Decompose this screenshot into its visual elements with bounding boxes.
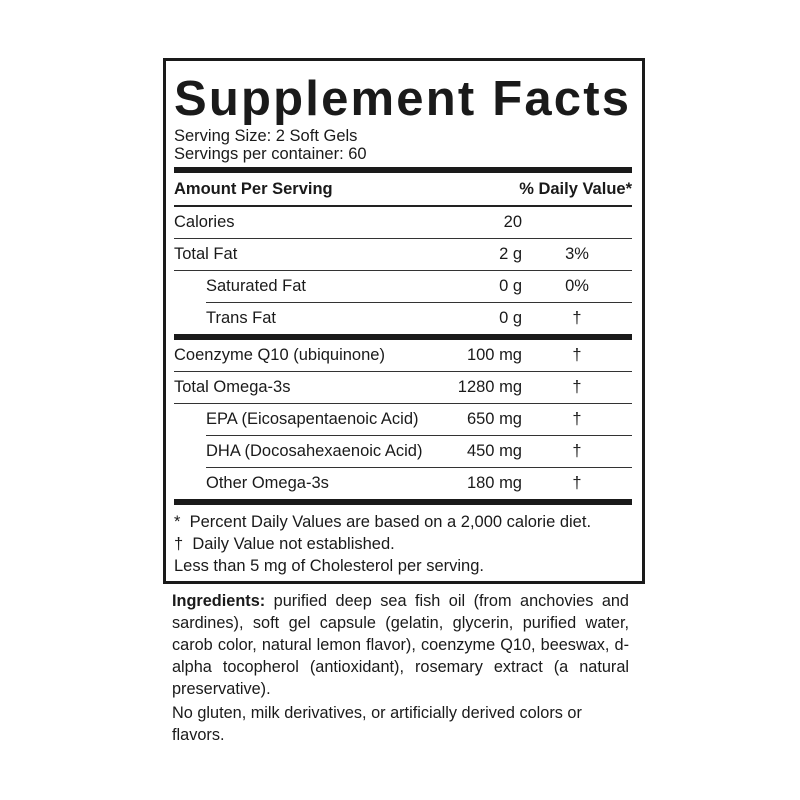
nutrient-amount: 450 mg bbox=[466, 442, 522, 460]
nutrient-name: Saturated Fat bbox=[206, 277, 306, 295]
nutrient-amount: 180 mg bbox=[466, 474, 522, 492]
allergen-note: No gluten, milk derivatives, or artifici… bbox=[172, 704, 582, 744]
nutrient-dv: † bbox=[572, 442, 582, 460]
nutrient-name: Total Omega-3s bbox=[174, 378, 291, 396]
table-row: Total Omega-3s 1280 mg † bbox=[174, 372, 632, 404]
nutrient-dv: 3% bbox=[565, 245, 589, 263]
panel-title: Supplement Facts bbox=[174, 72, 632, 126]
table-row: DHA (Docosahexaenoic Acid) 450 mg † bbox=[206, 436, 632, 468]
divider-thick bbox=[174, 167, 632, 173]
serving-size: Serving Size: 2 Soft Gels bbox=[174, 127, 358, 145]
dv-header: % Daily Value* bbox=[519, 179, 632, 198]
nutrient-name: Trans Fat bbox=[206, 309, 276, 327]
nutrient-amount: 100 mg bbox=[466, 346, 522, 364]
nutrient-name: Calories bbox=[174, 213, 235, 231]
nutrient-amount: 20 bbox=[503, 213, 522, 231]
nutrient-dv: † bbox=[572, 346, 582, 364]
nutrient-amount: 650 mg bbox=[466, 410, 522, 428]
nutrient-amount: 0 g bbox=[499, 309, 522, 327]
nutrient-dv: † bbox=[572, 410, 582, 428]
nutrient-dv: 0% bbox=[565, 277, 589, 295]
table-row: Calories 20 bbox=[174, 207, 632, 239]
table-row: Other Omega-3s 180 mg † bbox=[206, 468, 632, 499]
amount-header: Amount Per Serving bbox=[174, 179, 333, 198]
ingredients-label: Ingredients: bbox=[172, 592, 266, 610]
footnote-cholesterol: Less than 5 mg of Cholesterol per servin… bbox=[174, 557, 484, 575]
nutrient-amount: 0 g bbox=[499, 277, 522, 295]
nutrient-name: EPA (Eicosapentaenoic Acid) bbox=[206, 410, 419, 428]
table-header: Amount Per Serving % Daily Value* bbox=[174, 173, 632, 207]
table-row: Coenzyme Q10 (ubiquinone) 100 mg † bbox=[174, 340, 632, 372]
nutrient-name: Total Fat bbox=[174, 245, 238, 263]
footnote-daily-values: * Percent Daily Values are based on a 2,… bbox=[174, 513, 592, 531]
nutrient-amount: 2 g bbox=[499, 245, 522, 263]
table-row: Saturated Fat 0 g 0% bbox=[206, 271, 632, 303]
table-row: Trans Fat 0 g † bbox=[206, 303, 632, 334]
nutrient-name: Other Omega-3s bbox=[206, 474, 329, 492]
table-row: EPA (Eicosapentaenoic Acid) 650 mg † bbox=[206, 404, 632, 436]
footnote-dagger: † Daily Value not established. bbox=[174, 535, 395, 553]
nutrient-name: DHA (Docosahexaenoic Acid) bbox=[206, 442, 423, 460]
nutrient-amount: 1280 mg bbox=[457, 378, 522, 396]
nutrient-dv: † bbox=[572, 378, 582, 396]
ingredients-text: Ingredients: purified deep sea fish oil … bbox=[172, 590, 629, 700]
nutrient-dv: † bbox=[572, 309, 582, 327]
nutrient-dv: † bbox=[572, 474, 582, 492]
ingredients-section: Ingredients: purified deep sea fish oil … bbox=[172, 590, 629, 748]
supplement-facts-panel: Supplement Facts Serving Size: 2 Soft Ge… bbox=[163, 58, 645, 584]
servings-per-container: Servings per container: 60 bbox=[174, 145, 367, 163]
table-row: Total Fat 2 g 3% bbox=[174, 239, 632, 271]
divider-thick bbox=[174, 334, 632, 340]
nutrient-name: Coenzyme Q10 (ubiquinone) bbox=[174, 346, 385, 364]
footnotes: * Percent Daily Values are based on a 2,… bbox=[174, 505, 632, 577]
ingredients-list: purified deep sea fish oil (from anchovi… bbox=[172, 592, 629, 698]
divider-thick bbox=[174, 499, 632, 505]
